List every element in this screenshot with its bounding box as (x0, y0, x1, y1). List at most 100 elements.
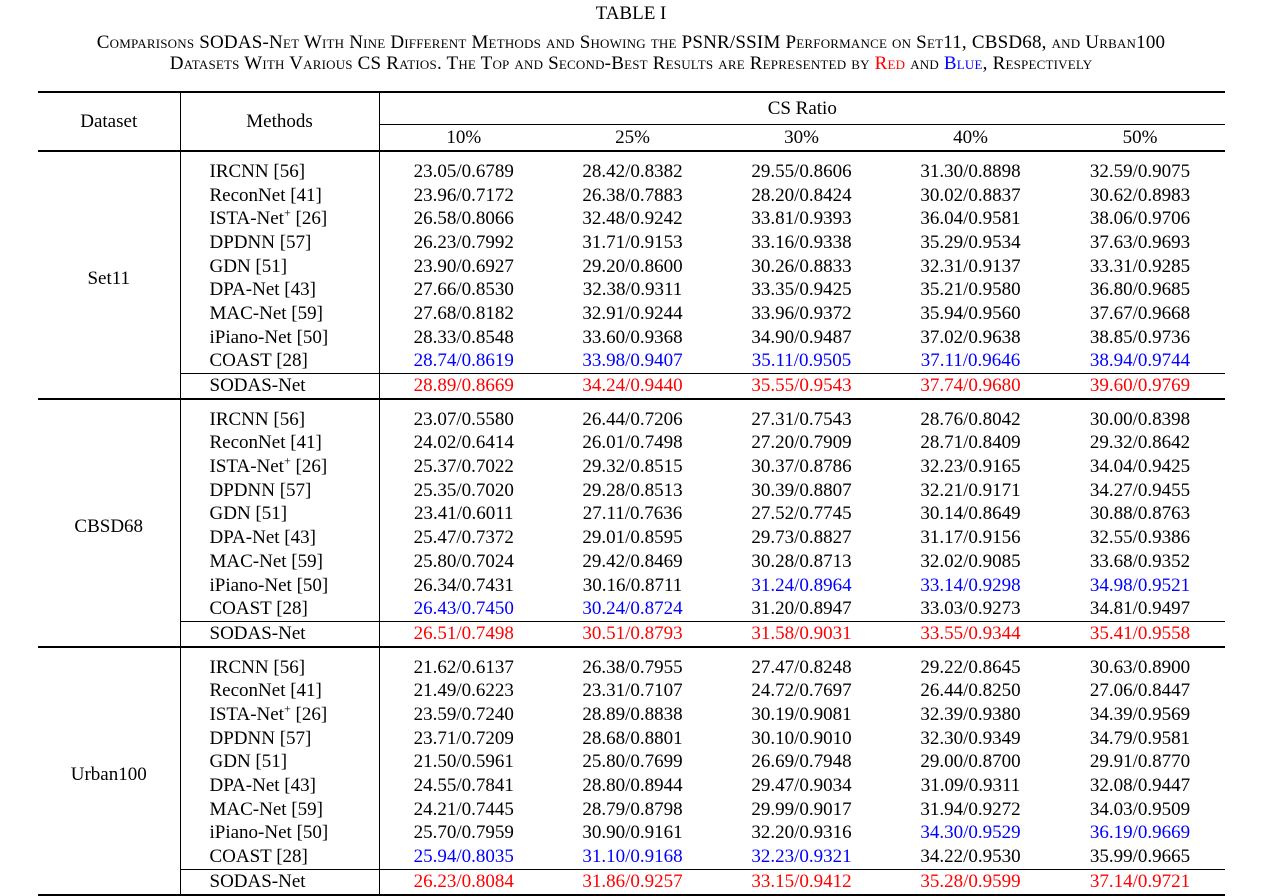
header-methods: Methods (180, 91, 380, 151)
table-cell-psnr-ssim: 31.09/0.9311 (920, 775, 1021, 797)
table-cell-psnr-ssim: 26.01/0.7498 (582, 432, 683, 454)
method-name: DPA-Net [43] (180, 278, 380, 303)
table-cell-psnr-ssim: 26.23/0.8084 (379, 868, 548, 896)
table-cell-psnr-ssim: 27.66/0.8530 (413, 279, 514, 301)
method-name: DPDNN [57] (180, 726, 380, 751)
table-cell-psnr-ssim: 24.72/0.7697 (751, 680, 852, 702)
table-cell-psnr-ssim: 34.30/0.9529 (920, 822, 1021, 844)
table-cell-psnr-ssim: 33.55/0.9344 (886, 621, 1055, 647)
table-cell-psnr-ssim: 25.35/0.7020 (413, 479, 514, 501)
table-cell-psnr-ssim: 28.74/0.8619 (413, 350, 514, 372)
table-cell-psnr-ssim: 26.34/0.7431 (413, 574, 514, 596)
table-cell-psnr-ssim: 21.50/0.5961 (413, 751, 514, 773)
table-cell-psnr-ssim: 30.37/0.8786 (751, 456, 852, 478)
table-row: GDN [51] 21.50/0.5961 25.80/0.7699 26.69/0.… (38, 750, 1225, 775)
table-cell-psnr-ssim: 25.80/0.7699 (582, 751, 683, 773)
table-row: COAST [28] 28.74/0.8619 33.98/0.9407 35.11/… (38, 349, 1225, 374)
table-cell-psnr-ssim: 39.60/0.9769 (1055, 373, 1226, 399)
table-cell-psnr-ssim: 38.85/0.9736 (1089, 326, 1191, 348)
table-row: DPA-Net [43] 24.55/0.7841 28.80/0.8944 29.4… (38, 774, 1225, 798)
table-row: Set11 IRCNN [56] 23.05/0.6789 28.42/0.8382 2… (38, 160, 1225, 399)
caption-blue-word: Blue (943, 53, 983, 74)
table-cell-psnr-ssim: 29.22/0.8645 (920, 656, 1021, 678)
table-row: GDN [51] 23.41/0.6011 27.11/0.7636 27.52/0.… (38, 502, 1225, 527)
table-cell-psnr-ssim: 28.79/0.8798 (582, 798, 683, 820)
table-cell-psnr-ssim: 34.27/0.9455 (1089, 479, 1191, 501)
table-cell-psnr-ssim: 28.76/0.8042 (920, 408, 1021, 430)
table-cell-psnr-ssim: 32.39/0.9380 (920, 703, 1021, 725)
method-name: GDN [51] (180, 254, 380, 279)
method-name: COAST [28] (180, 845, 380, 870)
table-cell-psnr-ssim: 35.99/0.9665 (1089, 846, 1191, 868)
method-name: DPDNN [57] (180, 231, 380, 255)
method-name: iPiano-Net [50] (180, 325, 380, 350)
method-name: ISTA-Net+ [26] (180, 453, 380, 479)
table-cell-psnr-ssim: 31.30/0.8898 (920, 160, 1021, 182)
table-row: iPiano-Net [50] 25.70/0.7959 30.90/0.9161 3… (38, 821, 1225, 846)
method-name: COAST [28] (180, 349, 380, 374)
method-name: SODAS-Net (180, 373, 380, 399)
table-row: ISTA-Net+ [26] 26.58/0.8066 32.48/0.9242 33… (38, 207, 1225, 232)
dataset-name: Set11 (38, 160, 181, 399)
table-cell-psnr-ssim: 29.99/0.9017 (751, 798, 852, 820)
table-cell-psnr-ssim: 28.89/0.8838 (582, 703, 683, 725)
table-cell-psnr-ssim: 29.73/0.8827 (751, 527, 852, 549)
table-cell-psnr-ssim: 34.24/0.9440 (548, 373, 717, 399)
table-cell-psnr-ssim: 30.88/0.8763 (1089, 503, 1191, 525)
table-cell-psnr-ssim: 33.60/0.9368 (582, 326, 683, 348)
caption-middle: and (905, 53, 944, 74)
table-cell-psnr-ssim: 31.17/0.9156 (920, 527, 1021, 549)
method-name: SODAS-Net (180, 621, 380, 647)
method-name: IRCNN [56] (180, 655, 380, 680)
table-row: DPDNN [57] 26.23/0.7992 31.71/0.9153 33.16/… (38, 231, 1225, 255)
table-cell-psnr-ssim: 32.23/0.9165 (920, 456, 1021, 478)
table-cell-psnr-ssim: 33.31/0.9285 (1089, 255, 1191, 277)
table-cell-psnr-ssim: 30.62/0.8983 (1089, 184, 1191, 206)
table-cell-psnr-ssim: 34.81/0.9497 (1089, 598, 1191, 620)
table-cell-psnr-ssim: 31.24/0.8964 (751, 574, 852, 596)
table-cell-psnr-ssim: 34.03/0.9509 (1089, 798, 1191, 820)
table-cell-psnr-ssim: 33.16/0.9338 (751, 231, 852, 253)
table-row: COAST [28] 26.43/0.7450 30.24/0.8724 31.20/… (38, 597, 1225, 622)
table-cell-psnr-ssim: 34.98/0.9521 (1089, 574, 1191, 596)
header-ratio-25: 25% (548, 124, 717, 151)
table-row: ReconNet [41] 23.96/0.7172 26.38/0.7883 28.… (38, 183, 1225, 208)
table-cell-psnr-ssim: 23.96/0.7172 (413, 184, 514, 206)
table-cell-psnr-ssim: 30.90/0.9161 (582, 822, 683, 844)
table-cell-psnr-ssim: 28.68/0.8801 (582, 727, 683, 749)
method-name: DPA-Net [43] (180, 526, 380, 550)
method-name: DPDNN [57] (180, 478, 380, 503)
table-cell-psnr-ssim: 30.39/0.8807 (751, 479, 852, 501)
method-base: ISTA-Net (209, 208, 284, 230)
table-cell-psnr-ssim: 37.63/0.9693 (1089, 231, 1191, 253)
results-table: Dataset Methods CS Ratio 10% 25% 30% 40%… (38, 91, 1226, 896)
method-name: COAST [28] (180, 597, 380, 622)
method-name: ReconNet [41] (180, 679, 380, 704)
table-cell-psnr-ssim: 28.20/0.8424 (751, 184, 852, 206)
table-row: DPDNN [57] 25.35/0.7020 29.28/0.8513 30.39/… (38, 478, 1225, 503)
table-cell-psnr-ssim: 36.19/0.9669 (1089, 822, 1191, 844)
table-cell-psnr-ssim: 30.00/0.8398 (1089, 408, 1191, 430)
table-cell-psnr-ssim: 29.00/0.8700 (920, 751, 1021, 773)
table-cell-psnr-ssim: 26.43/0.7450 (413, 598, 514, 620)
method-superscript: + (283, 453, 291, 468)
group-spacer (38, 150, 1226, 160)
table-cell-psnr-ssim: 26.38/0.7955 (582, 656, 683, 678)
table-cell-psnr-ssim: 35.21/0.9580 (920, 279, 1021, 301)
table-row: DPA-Net [43] 25.47/0.7372 29.01/0.8595 29.7… (38, 526, 1225, 550)
method-base: ISTA-Net (209, 703, 284, 725)
table-caption-line2: Datasets With Various CS Ratios. The Top… (0, 53, 1262, 75)
table-cell-psnr-ssim: 27.47/0.8248 (751, 656, 852, 678)
table-cell-psnr-ssim: 24.02/0.6414 (413, 432, 514, 454)
table-cell-psnr-ssim: 37.74/0.9680 (886, 373, 1055, 399)
table-row: SODAS-Net 26.51/0.7498 30.51/0.8793 31.58/0… (38, 621, 1226, 647)
table-cell-psnr-ssim: 33.15/0.9412 (717, 868, 886, 896)
table-cell-psnr-ssim: 30.51/0.8793 (548, 621, 717, 647)
table-cell-psnr-ssim: 32.30/0.9349 (920, 727, 1021, 749)
method-name: IRCNN [56] (180, 407, 380, 432)
table-cell-psnr-ssim: 25.70/0.7959 (413, 822, 514, 844)
table-cell-psnr-ssim: 34.04/0.9425 (1089, 456, 1191, 478)
table-cell-psnr-ssim: 28.71/0.8409 (920, 432, 1021, 454)
header-ratio-10: 10% (379, 124, 548, 151)
header-ratio-40: 40% (886, 124, 1055, 151)
